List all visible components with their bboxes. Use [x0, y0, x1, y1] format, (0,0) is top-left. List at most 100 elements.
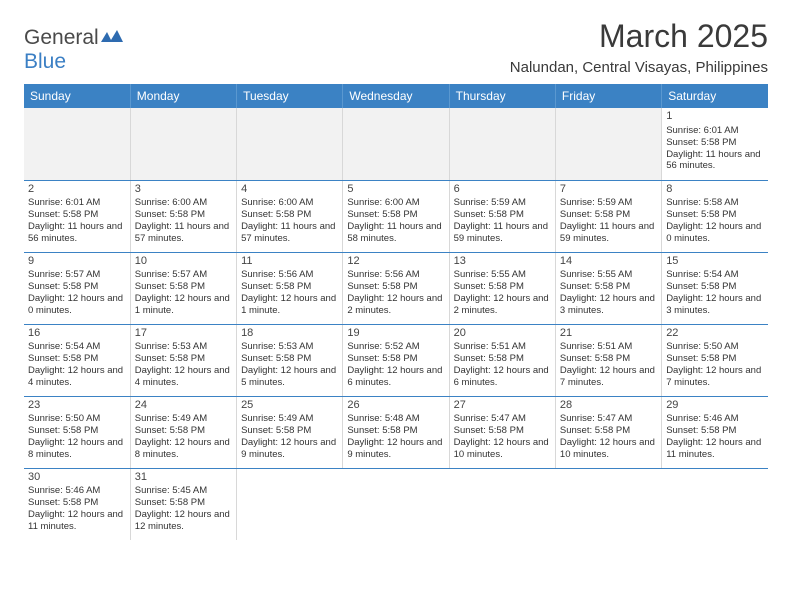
- day-number: 12: [347, 255, 444, 269]
- header: General Blue March 2025 Nalundan, Centra…: [24, 18, 768, 76]
- day-info: Sunrise: 5:48 AMSunset: 5:58 PMDaylight:…: [347, 413, 444, 461]
- day-header: Thursday: [449, 84, 555, 108]
- sunrise-text: Sunrise: 6:00 AM: [347, 197, 444, 209]
- day-number: 29: [666, 399, 764, 413]
- day-info: Sunrise: 5:59 AMSunset: 5:58 PMDaylight:…: [560, 197, 657, 245]
- calendar-day: 14Sunrise: 5:55 AMSunset: 5:58 PMDayligh…: [555, 252, 661, 324]
- day-info: Sunrise: 6:00 AMSunset: 5:58 PMDaylight:…: [135, 197, 232, 245]
- daylight-text: Daylight: 12 hours and 10 minutes.: [454, 437, 551, 461]
- calendar-empty: [449, 108, 555, 180]
- calendar-day: 3Sunrise: 6:00 AMSunset: 5:58 PMDaylight…: [130, 180, 236, 252]
- daylight-text: Daylight: 12 hours and 2 minutes.: [347, 293, 444, 317]
- sunrise-text: Sunrise: 5:51 AM: [454, 341, 551, 353]
- sunrise-text: Sunrise: 5:51 AM: [560, 341, 657, 353]
- sunrise-text: Sunrise: 5:55 AM: [454, 269, 551, 281]
- sunrise-text: Sunrise: 5:48 AM: [347, 413, 444, 425]
- day-number: 18: [241, 327, 338, 341]
- calendar-week: 30Sunrise: 5:46 AMSunset: 5:58 PMDayligh…: [24, 468, 768, 540]
- calendar-day: 28Sunrise: 5:47 AMSunset: 5:58 PMDayligh…: [555, 396, 661, 468]
- day-number: 2: [28, 183, 126, 197]
- sunset-text: Sunset: 5:58 PM: [666, 353, 764, 365]
- sunrise-text: Sunrise: 5:56 AM: [241, 269, 338, 281]
- calendar-day: 22Sunrise: 5:50 AMSunset: 5:58 PMDayligh…: [662, 324, 768, 396]
- sunset-text: Sunset: 5:58 PM: [135, 209, 232, 221]
- calendar-week: 23Sunrise: 5:50 AMSunset: 5:58 PMDayligh…: [24, 396, 768, 468]
- day-number: 26: [347, 399, 444, 413]
- day-info: Sunrise: 5:46 AMSunset: 5:58 PMDaylight:…: [666, 413, 764, 461]
- daylight-text: Daylight: 12 hours and 0 minutes.: [666, 221, 764, 245]
- sunset-text: Sunset: 5:58 PM: [666, 425, 764, 437]
- day-number: 17: [135, 327, 232, 341]
- calendar-week: 2Sunrise: 6:01 AMSunset: 5:58 PMDaylight…: [24, 180, 768, 252]
- day-info: Sunrise: 5:52 AMSunset: 5:58 PMDaylight:…: [347, 341, 444, 389]
- calendar-day: 7Sunrise: 5:59 AMSunset: 5:58 PMDaylight…: [555, 180, 661, 252]
- day-header: Monday: [130, 84, 236, 108]
- day-info: Sunrise: 5:49 AMSunset: 5:58 PMDaylight:…: [241, 413, 338, 461]
- sunset-text: Sunset: 5:58 PM: [347, 353, 444, 365]
- day-number: 8: [666, 183, 764, 197]
- daylight-text: Daylight: 12 hours and 7 minutes.: [560, 365, 657, 389]
- daylight-text: Daylight: 12 hours and 4 minutes.: [135, 365, 232, 389]
- day-header-row: SundayMondayTuesdayWednesdayThursdayFrid…: [24, 84, 768, 108]
- calendar-day: 25Sunrise: 5:49 AMSunset: 5:58 PMDayligh…: [237, 396, 343, 468]
- day-info: Sunrise: 5:54 AMSunset: 5:58 PMDaylight:…: [666, 269, 764, 317]
- day-info: Sunrise: 6:00 AMSunset: 5:58 PMDaylight:…: [347, 197, 444, 245]
- logo: General Blue: [24, 18, 123, 74]
- calendar-day: 30Sunrise: 5:46 AMSunset: 5:58 PMDayligh…: [24, 468, 130, 540]
- calendar-day: 11Sunrise: 5:56 AMSunset: 5:58 PMDayligh…: [237, 252, 343, 324]
- day-number: 10: [135, 255, 232, 269]
- daylight-text: Daylight: 12 hours and 10 minutes.: [560, 437, 657, 461]
- day-info: Sunrise: 5:51 AMSunset: 5:58 PMDaylight:…: [560, 341, 657, 389]
- sunset-text: Sunset: 5:58 PM: [241, 353, 338, 365]
- day-info: Sunrise: 5:55 AMSunset: 5:58 PMDaylight:…: [454, 269, 551, 317]
- day-info: Sunrise: 5:57 AMSunset: 5:58 PMDaylight:…: [28, 269, 126, 317]
- sunrise-text: Sunrise: 5:45 AM: [135, 485, 232, 497]
- logo-flag-icon: [101, 26, 123, 49]
- sunrise-text: Sunrise: 5:54 AM: [666, 269, 764, 281]
- daylight-text: Daylight: 11 hours and 57 minutes.: [241, 221, 338, 245]
- day-info: Sunrise: 5:47 AMSunset: 5:58 PMDaylight:…: [454, 413, 551, 461]
- day-info: Sunrise: 5:57 AMSunset: 5:58 PMDaylight:…: [135, 269, 232, 317]
- month-title: March 2025: [510, 18, 768, 55]
- calendar-day: 4Sunrise: 6:00 AMSunset: 5:58 PMDaylight…: [237, 180, 343, 252]
- sunrise-text: Sunrise: 5:54 AM: [28, 341, 126, 353]
- logo-text-a: General: [24, 26, 99, 49]
- sunset-text: Sunset: 5:58 PM: [560, 281, 657, 293]
- sunset-text: Sunset: 5:58 PM: [560, 425, 657, 437]
- calendar-day: 29Sunrise: 5:46 AMSunset: 5:58 PMDayligh…: [662, 396, 768, 468]
- daylight-text: Daylight: 11 hours and 56 minutes.: [28, 221, 126, 245]
- daylight-text: Daylight: 11 hours and 59 minutes.: [560, 221, 657, 245]
- sunrise-text: Sunrise: 5:57 AM: [28, 269, 126, 281]
- sunrise-text: Sunrise: 6:01 AM: [28, 197, 126, 209]
- sunrise-text: Sunrise: 5:57 AM: [135, 269, 232, 281]
- daylight-text: Daylight: 12 hours and 5 minutes.: [241, 365, 338, 389]
- daylight-text: Daylight: 12 hours and 1 minute.: [135, 293, 232, 317]
- sunset-text: Sunset: 5:58 PM: [28, 209, 126, 221]
- day-info: Sunrise: 6:00 AMSunset: 5:58 PMDaylight:…: [241, 197, 338, 245]
- day-number: 3: [135, 183, 232, 197]
- calendar-week: 16Sunrise: 5:54 AMSunset: 5:58 PMDayligh…: [24, 324, 768, 396]
- calendar-day: 2Sunrise: 6:01 AMSunset: 5:58 PMDaylight…: [24, 180, 130, 252]
- calendar-day: 15Sunrise: 5:54 AMSunset: 5:58 PMDayligh…: [662, 252, 768, 324]
- day-number: 20: [454, 327, 551, 341]
- daylight-text: Daylight: 12 hours and 11 minutes.: [666, 437, 764, 461]
- sunrise-text: Sunrise: 5:59 AM: [454, 197, 551, 209]
- day-info: Sunrise: 5:53 AMSunset: 5:58 PMDaylight:…: [241, 341, 338, 389]
- day-header: Friday: [555, 84, 661, 108]
- calendar-table: SundayMondayTuesdayWednesdayThursdayFrid…: [24, 84, 768, 540]
- calendar-day: 21Sunrise: 5:51 AMSunset: 5:58 PMDayligh…: [555, 324, 661, 396]
- calendar-empty: [237, 468, 343, 540]
- daylight-text: Daylight: 12 hours and 9 minutes.: [347, 437, 444, 461]
- daylight-text: Daylight: 12 hours and 3 minutes.: [666, 293, 764, 317]
- sunrise-text: Sunrise: 5:59 AM: [560, 197, 657, 209]
- sunset-text: Sunset: 5:58 PM: [454, 209, 551, 221]
- sunset-text: Sunset: 5:58 PM: [560, 209, 657, 221]
- day-number: 9: [28, 255, 126, 269]
- sunrise-text: Sunrise: 5:52 AM: [347, 341, 444, 353]
- calendar-day: 9Sunrise: 5:57 AMSunset: 5:58 PMDaylight…: [24, 252, 130, 324]
- calendar-week: 9Sunrise: 5:57 AMSunset: 5:58 PMDaylight…: [24, 252, 768, 324]
- daylight-text: Daylight: 12 hours and 11 minutes.: [28, 509, 126, 533]
- sunset-text: Sunset: 5:58 PM: [135, 281, 232, 293]
- sunrise-text: Sunrise: 5:53 AM: [135, 341, 232, 353]
- sunrise-text: Sunrise: 5:46 AM: [666, 413, 764, 425]
